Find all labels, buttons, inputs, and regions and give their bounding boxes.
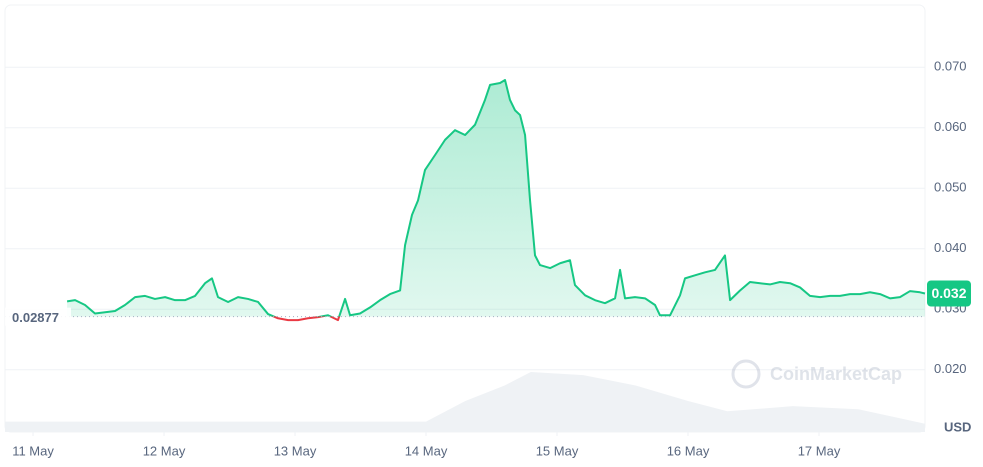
x-tick-label: 16 May	[667, 443, 710, 458]
reference-label-bg	[5, 307, 71, 326]
price-area	[67, 79, 925, 317]
x-tick-label: 17 May	[798, 443, 841, 458]
currency-label: USD	[944, 419, 971, 434]
y-tick-label: 0.040	[934, 240, 967, 255]
last-price-badge	[927, 280, 971, 307]
x-tick-label: 12 May	[143, 443, 186, 458]
watermark-text: CoinMarketCap	[770, 364, 902, 384]
last-price-label: 0.032	[931, 285, 966, 301]
watermark: CoinMarketCap	[731, 359, 902, 389]
x-tick-label: 15 May	[536, 443, 579, 458]
x-tick-label: 11 May	[12, 443, 54, 458]
watermark-logo	[731, 359, 761, 389]
x-tick-label: 13 May	[274, 443, 317, 458]
y-tick-label: 0.060	[934, 119, 967, 134]
y-tick-label: 0.070	[934, 59, 967, 74]
reference-label: 0.02877	[12, 310, 59, 325]
y-tick-label: 0.050	[934, 180, 967, 195]
volume-area	[5, 372, 925, 432]
y-tick-label: 0.020	[934, 361, 967, 376]
price-line	[66, 78, 926, 322]
x-tick-label: 14 May	[405, 443, 448, 458]
